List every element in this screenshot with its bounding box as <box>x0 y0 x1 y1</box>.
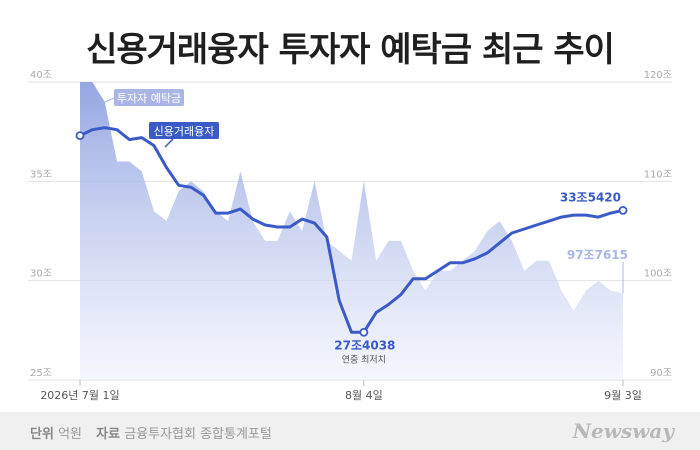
deposit-area <box>80 82 623 380</box>
x-tick-label: 8월 4일 <box>345 388 383 402</box>
source-label: 자료 <box>96 427 121 442</box>
credit-label-box <box>149 122 219 139</box>
credit-label-leader <box>164 138 174 148</box>
credit-min-note: 연중 최저치 <box>342 353 386 365</box>
x-tick-label: 9월 3일 <box>604 388 642 402</box>
left-tick-label: 35조 <box>30 169 52 180</box>
left-tick-label: 25조 <box>30 368 52 379</box>
left-tick-label: 40조 <box>30 70 52 81</box>
credit-end-value: 33조5420 <box>560 190 621 204</box>
credit-min-marker <box>359 327 369 337</box>
chart: 40조 35조 30조 25조 120조 110조 100조 90조 2026년 7월 1일 8월… <box>28 70 672 402</box>
unit-label: 단위 <box>30 427 54 442</box>
deposit-end-value: 97조7615 <box>567 248 628 262</box>
credit-min-value: 27조4038 <box>334 338 395 352</box>
right-tick-label: 120조 <box>644 70 672 81</box>
credit-line <box>79 126 624 334</box>
right-tick-label: 100조 <box>644 269 672 280</box>
unit-value: 억원 <box>58 427 82 442</box>
chart-title: 신용거래융자 투자자 예탁금 최근 추이 <box>86 30 615 70</box>
footer: 단위 억원 자료 금융투자협회 종합통계포털 Newsway <box>0 412 700 450</box>
credit-start-marker <box>75 131 85 141</box>
footer-info: 단위 억원 자료 금융투자협회 종합통계포털 <box>30 423 272 442</box>
brand-logo: Newsway <box>572 419 674 443</box>
credit-end-marker <box>618 205 628 215</box>
left-tick-label: 30조 <box>30 269 52 280</box>
right-tick-label: 90조 <box>650 368 672 379</box>
deposit-label-leader <box>99 97 115 105</box>
source-value: 금융투자협회 종합통계포털 <box>124 427 272 442</box>
credit-series-label: 신용거래융자 <box>154 125 215 138</box>
x-tick-label: 2026년 7월 1일 <box>40 388 119 402</box>
deposit-series-label: 투자자 예탁금 <box>117 92 181 105</box>
right-tick-label: 110조 <box>644 169 672 180</box>
deposit-label-box <box>114 89 184 106</box>
